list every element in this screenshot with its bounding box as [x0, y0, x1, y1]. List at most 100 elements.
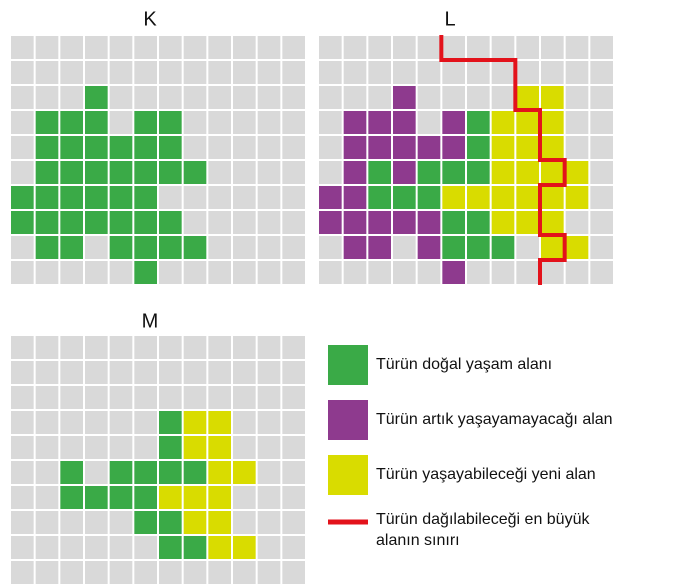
- grid-cell: [183, 386, 207, 409]
- grid-cell: [159, 486, 182, 509]
- grid-cell: [257, 186, 281, 209]
- grid-cell: [319, 86, 342, 109]
- grid-cell: [491, 86, 515, 109]
- grid-cell: [319, 136, 342, 159]
- grid-cell: [233, 536, 256, 559]
- grid-cell: [35, 561, 59, 584]
- grid-cell: [233, 461, 256, 484]
- grid-cell: [467, 36, 490, 59]
- grid-cell: [60, 436, 83, 459]
- grid-cell: [257, 511, 281, 534]
- grid-cell: [282, 211, 305, 234]
- grid-cell: [393, 236, 416, 259]
- grid-cell: [208, 161, 231, 184]
- grid-cell: [343, 136, 367, 159]
- grid-cell: [233, 411, 256, 434]
- grid-cell: [11, 186, 34, 209]
- grid-cell: [491, 161, 515, 184]
- legend-label: alanın sınırı: [376, 532, 460, 549]
- grid-cell: [85, 511, 108, 534]
- grid-cell: [257, 86, 281, 109]
- grid-cell: [85, 161, 108, 184]
- grid-cell: [159, 261, 182, 284]
- grid-cell: [208, 461, 231, 484]
- grid-cell: [109, 386, 133, 409]
- grid-cell: [233, 486, 256, 509]
- grid-cell: [134, 486, 157, 509]
- grid-cell: [233, 61, 256, 84]
- grid-cell: [60, 461, 83, 484]
- grid-cell: [590, 136, 613, 159]
- grid-cell: [343, 86, 367, 109]
- grid-cell: [516, 211, 539, 234]
- grid-cell: [109, 86, 133, 109]
- grid-cell: [442, 186, 465, 209]
- grid-cell: [565, 186, 589, 209]
- grid-cell: [319, 261, 342, 284]
- grid-cell: [343, 161, 367, 184]
- grid-cell: [368, 161, 391, 184]
- grid-cell: [257, 486, 281, 509]
- grid-cell: [565, 261, 589, 284]
- grid-cell: [541, 111, 564, 134]
- grid-cell: [565, 86, 589, 109]
- grid-cell: [134, 461, 157, 484]
- grid-cell: [282, 186, 305, 209]
- grid-cell: [208, 211, 231, 234]
- grid-cell: [159, 386, 182, 409]
- grid-cell: [541, 61, 564, 84]
- grid-cell: [159, 436, 182, 459]
- grid-cell: [35, 236, 59, 259]
- grid-cell: [134, 136, 157, 159]
- grid-cell: [368, 236, 391, 259]
- grid-cell: [134, 236, 157, 259]
- grid-cell: [85, 136, 108, 159]
- grid-cell: [85, 236, 108, 259]
- grid-cell: [60, 186, 83, 209]
- grid-cell: [35, 136, 59, 159]
- grid-cell: [11, 411, 34, 434]
- grid-cell: [183, 236, 207, 259]
- grid-cell: [159, 461, 182, 484]
- grid-cell: [109, 236, 133, 259]
- grid-cell: [319, 36, 342, 59]
- grid-cell: [109, 61, 133, 84]
- grid-cell: [233, 36, 256, 59]
- grid-cell: [85, 111, 108, 134]
- grid-cell: [257, 111, 281, 134]
- grid-cell: [35, 186, 59, 209]
- grid-cell: [257, 411, 281, 434]
- grid-cell: [233, 211, 256, 234]
- grid-cell: [60, 86, 83, 109]
- grid-cell: [233, 561, 256, 584]
- grid-cell: [208, 36, 231, 59]
- grid-cell: [319, 161, 342, 184]
- grid-cell: [60, 336, 83, 359]
- grid-cell: [11, 111, 34, 134]
- grid-cell: [11, 461, 34, 484]
- grid-cell: [60, 36, 83, 59]
- grid-cell: [393, 36, 416, 59]
- grids: [11, 35, 613, 584]
- grid-cell: [159, 236, 182, 259]
- grid-cell: [35, 336, 59, 359]
- boundary-line: [439, 35, 567, 285]
- grid-cell: [85, 436, 108, 459]
- grid-cell: [159, 186, 182, 209]
- grid-cell: [60, 61, 83, 84]
- grid-cell: [257, 211, 281, 234]
- grid-cell: [257, 161, 281, 184]
- grid-cell: [233, 86, 256, 109]
- grid-cell: [109, 136, 133, 159]
- grid-cell: [442, 211, 465, 234]
- grid-cell: [183, 61, 207, 84]
- grid-cell: [60, 361, 83, 384]
- grid-cell: [233, 336, 256, 359]
- grid-cell: [85, 186, 108, 209]
- grid-cell: [134, 211, 157, 234]
- grid-cell: [417, 186, 441, 209]
- grid-cell: [257, 461, 281, 484]
- grid-cell: [35, 411, 59, 434]
- grid-cell: [368, 111, 391, 134]
